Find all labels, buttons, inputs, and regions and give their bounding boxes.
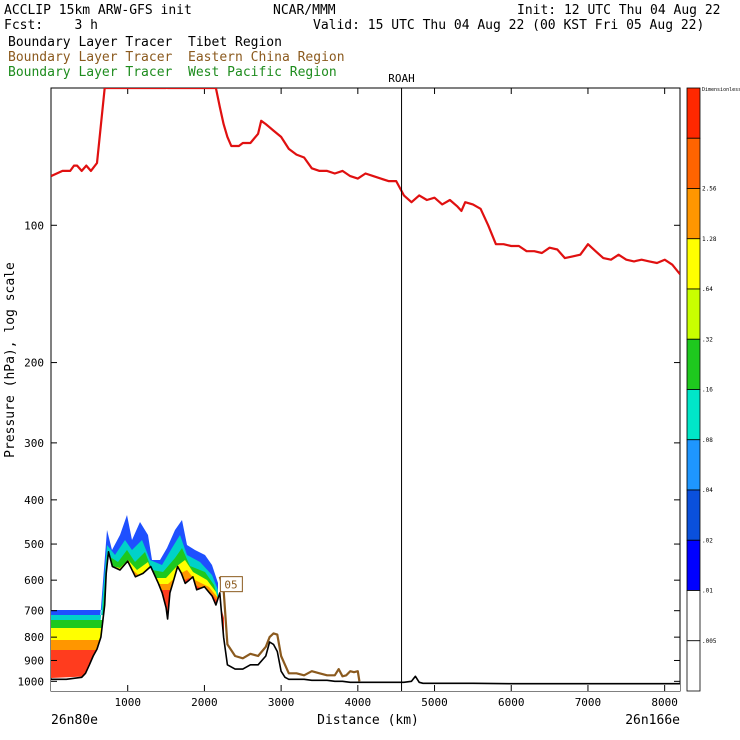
colorbar-swatch (686, 288, 701, 340)
colorbar-label: .32 (702, 336, 713, 343)
annotation-text: 05 (224, 579, 237, 592)
colorbar-swatch (686, 87, 701, 139)
x-right-endpoint: 26n166e (625, 713, 680, 728)
legend-entry-prefix: Boundary Layer Tracer (8, 65, 173, 80)
colorbar-label: .08 (702, 437, 713, 444)
annotation-box (219, 576, 243, 593)
init-time: Init: 12 UTC Thu 04 Aug 22 (517, 3, 721, 18)
x-tick-label: 3000 (268, 696, 295, 709)
colorbar-swatch (686, 489, 701, 541)
y-tick-label: 800 (24, 631, 44, 644)
x-tick-label: 6000 (498, 696, 525, 709)
y-tick-label: 300 (24, 437, 44, 450)
axes: 1000 2000 3000 4000 5000 6000 7000 8000 100 200 30… (18, 88, 680, 709)
colorbar-label: .01 (702, 588, 713, 595)
series-line-2 (51, 550, 680, 685)
y-tick-label: 700 (24, 605, 44, 618)
colorbar-label: .02 (702, 537, 713, 544)
valid-time: Valid: 15 UTC Thu 04 Aug 22 (00 KST Fri … (313, 18, 705, 33)
colorbar-label: .64 (702, 286, 713, 293)
y-tick-label: 500 (24, 538, 44, 551)
legend-entry-region: West Pacific Region (188, 65, 337, 80)
ground-mask (51, 551, 680, 691)
tracer-shading (51, 515, 680, 691)
legend-entry-tibet: Boundary Layer Tracer Tibet Region (8, 35, 282, 50)
y-tick-label: 600 (24, 574, 44, 587)
colorbar-label: .04 (702, 487, 713, 494)
colorbar-label: 2.56 (702, 186, 717, 193)
x-tick-label: 8000 (651, 696, 678, 709)
x-axis-label: Distance (km) (317, 713, 419, 728)
y-tick-label: 900 (24, 654, 44, 667)
colorbar-swatch (686, 238, 701, 290)
colorbar: Dimensionless .005 .01 .02 .04 .08 .16 .32 .64 1.… (686, 87, 740, 692)
series-line-1 (218, 576, 361, 682)
series-group (51, 88, 680, 685)
legend-entry-region: Eastern China Region (188, 50, 345, 65)
point-annotation: 05 (219, 576, 243, 593)
legend-entry-region: Tibet Region (188, 35, 282, 50)
colorbar-swatch (686, 539, 701, 591)
colorbar-swatch (686, 137, 701, 189)
colorbar-swatch (686, 439, 701, 491)
x-tick-label: 7000 (575, 696, 602, 709)
colorbar-swatch (686, 389, 701, 441)
colorbar-swatch (686, 640, 701, 692)
y-tick-label: 200 (24, 357, 44, 370)
organization-label: NCAR/MMM (273, 3, 336, 18)
x-tick-label: 5000 (421, 696, 448, 709)
y-tick-label: 100 (24, 219, 44, 232)
y-axis-label: Pressure (hPa), log scale (3, 262, 18, 458)
model-title: ACCLIP 15km ARW-GFS init (4, 3, 192, 18)
x-tick-label: 4000 (345, 696, 372, 709)
y-tick-label: 1000 (18, 675, 45, 688)
colorbar-label: .005 (702, 638, 717, 645)
colorbar-swatch (686, 590, 701, 642)
colorbar-label: 1.28 (702, 236, 717, 243)
legend-entry-prefix: Boundary Layer Tracer (8, 50, 173, 65)
legend-entry-eastern-china: Boundary Layer Tracer Eastern China Regi… (8, 50, 345, 65)
legend-entry-west-pacific: Boundary Layer Tracer West Pacific Regio… (8, 65, 337, 80)
y-tick-label: 400 (24, 494, 44, 507)
roah-marker-label: ROAH (388, 72, 415, 85)
series-line-0 (51, 88, 680, 275)
colorbar-label: .16 (702, 387, 713, 394)
x-tick-label: 2000 (191, 696, 218, 709)
x-tick-label: 1000 (114, 696, 141, 709)
x-left-endpoint: 26n80e (51, 713, 98, 728)
colorbar-swatch (686, 188, 701, 240)
colorbar-title: Dimensionless (702, 87, 740, 93)
colorbar-swatch (686, 338, 701, 390)
forecast-hour: Fcst: 3 h (4, 18, 98, 33)
legend-entry-prefix: Boundary Layer Tracer (8, 35, 173, 50)
